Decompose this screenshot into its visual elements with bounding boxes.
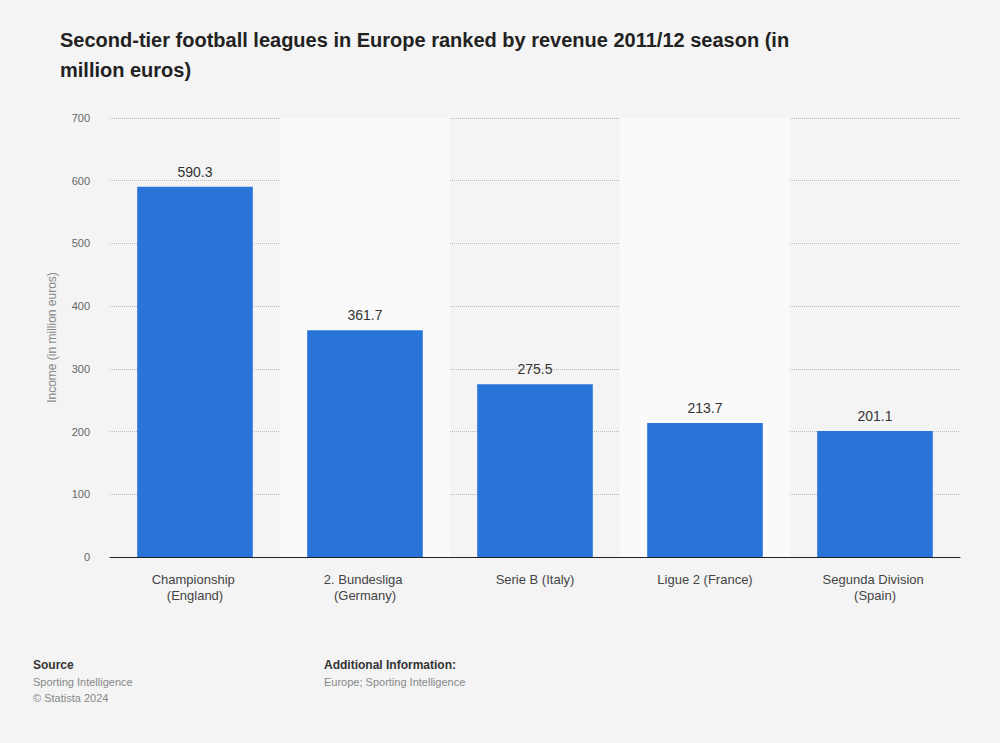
- svg-text:400: 400: [72, 300, 90, 312]
- svg-text:Second-tier football leagues i: Second-tier football leagues in Europe r…: [60, 29, 795, 51]
- svg-text:(Germany): (Germany): [334, 588, 396, 603]
- svg-text:million euros): million euros): [60, 59, 191, 81]
- svg-text:0: 0: [84, 551, 90, 563]
- svg-text:Additional Information:: Additional Information:: [324, 658, 456, 672]
- svg-text:2. Bundesliga: 2. Bundesliga: [324, 572, 406, 587]
- svg-text:© Statista 2024: © Statista 2024: [33, 692, 108, 704]
- svg-text:(England): (England): [167, 588, 223, 603]
- svg-text:Segunda Division: Segunda Division: [823, 572, 928, 587]
- svg-text:275.5: 275.5: [517, 361, 552, 377]
- svg-text:213.7: 213.7: [687, 400, 722, 416]
- svg-text:100: 100: [72, 488, 90, 500]
- svg-text:Income (in million euros): Income (in million euros): [45, 272, 59, 403]
- svg-text:Source: Source: [33, 658, 74, 672]
- svg-text:(Spain): (Spain): [854, 588, 896, 603]
- svg-text:Championship: Championship: [152, 572, 239, 587]
- svg-text:Serie B (Italy): Serie B (Italy): [496, 572, 575, 587]
- svg-text:361.7: 361.7: [347, 307, 382, 323]
- svg-text:600: 600: [72, 175, 90, 187]
- svg-text:700: 700: [72, 112, 90, 124]
- svg-text:500: 500: [72, 237, 90, 249]
- svg-text:Europe; Sporting Intelligence: Europe; Sporting Intelligence: [324, 676, 465, 688]
- svg-text:Ligue 2 (France): Ligue 2 (France): [657, 572, 752, 587]
- svg-text:590.3: 590.3: [177, 164, 212, 180]
- svg-text:201.1: 201.1: [857, 408, 892, 424]
- svg-text:300: 300: [72, 363, 90, 375]
- svg-text:Sporting Intelligence: Sporting Intelligence: [33, 676, 133, 688]
- svg-text:200: 200: [72, 426, 90, 438]
